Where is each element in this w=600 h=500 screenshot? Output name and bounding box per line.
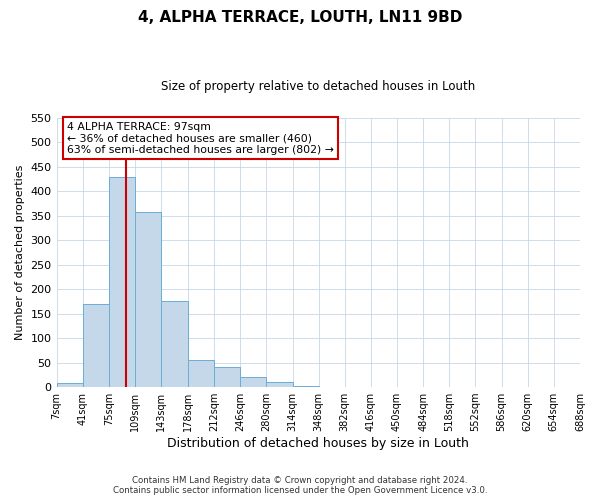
Text: 4 ALPHA TERRACE: 97sqm
← 36% of detached houses are smaller (460)
63% of semi-de: 4 ALPHA TERRACE: 97sqm ← 36% of detached…: [67, 122, 334, 155]
Text: 4, ALPHA TERRACE, LOUTH, LN11 9BD: 4, ALPHA TERRACE, LOUTH, LN11 9BD: [138, 10, 462, 25]
Y-axis label: Number of detached properties: Number of detached properties: [15, 164, 25, 340]
Bar: [240, 377, 266, 387]
Bar: [56, 383, 83, 387]
Bar: [135, 212, 161, 387]
Bar: [109, 176, 135, 387]
Bar: [293, 386, 319, 387]
Bar: [83, 304, 109, 387]
Bar: [188, 360, 214, 387]
Bar: [266, 382, 293, 387]
Bar: [214, 368, 240, 387]
Title: Size of property relative to detached houses in Louth: Size of property relative to detached ho…: [161, 80, 475, 93]
X-axis label: Distribution of detached houses by size in Louth: Distribution of detached houses by size …: [167, 437, 469, 450]
Bar: [161, 302, 188, 387]
Text: Contains HM Land Registry data © Crown copyright and database right 2024.
Contai: Contains HM Land Registry data © Crown c…: [113, 476, 487, 495]
